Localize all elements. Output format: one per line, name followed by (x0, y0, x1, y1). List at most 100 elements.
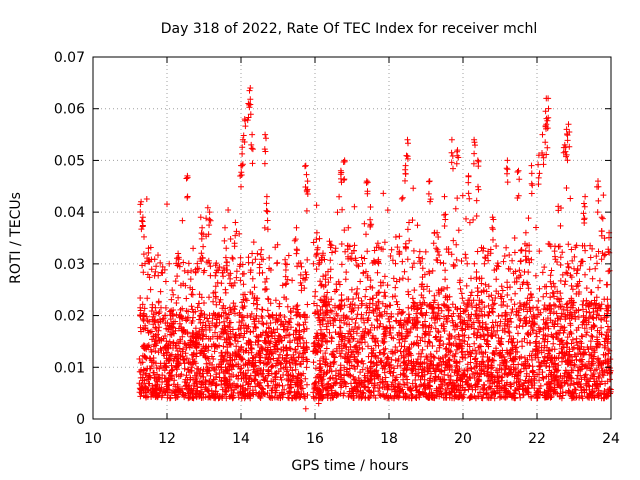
data-point (466, 219, 473, 226)
data-point-peak (175, 250, 182, 257)
data-point (168, 296, 175, 303)
data-point-peak (139, 222, 146, 229)
data-point (157, 259, 164, 266)
data-point (199, 379, 206, 386)
data-point (327, 257, 334, 264)
x-tick-label: 16 (306, 431, 324, 447)
data-point (207, 272, 214, 279)
data-point (557, 222, 564, 229)
data-point (193, 379, 200, 386)
data-point (253, 305, 260, 312)
data-point-peak (264, 217, 271, 224)
data-point (251, 377, 258, 384)
data-point (247, 269, 254, 276)
data-point (229, 357, 236, 364)
data-point (405, 276, 412, 283)
data-point (157, 363, 164, 369)
data-point (586, 266, 593, 273)
data-point (188, 333, 195, 340)
data-point-peak (304, 178, 311, 185)
data-point (471, 340, 478, 347)
data-point-peak (503, 165, 510, 172)
data-point (493, 276, 500, 283)
data-point (142, 354, 149, 361)
data-point (226, 304, 233, 311)
data-point (569, 286, 576, 293)
data-point (259, 320, 266, 327)
data-point (140, 269, 147, 276)
data-point (539, 269, 546, 276)
data-point (373, 316, 380, 323)
data-point (458, 290, 465, 297)
data-point (454, 195, 461, 202)
data-point (515, 386, 522, 393)
data-point-peak (475, 183, 481, 190)
data-point-peak (465, 190, 472, 197)
data-point (457, 285, 464, 292)
data-point (238, 322, 245, 329)
data-point-peak (403, 152, 410, 159)
data-point (583, 285, 590, 292)
data-point (361, 220, 368, 227)
data-point (511, 235, 518, 241)
data-point (591, 323, 598, 329)
data-point (259, 386, 266, 393)
data-point (166, 260, 173, 267)
data-points (136, 85, 614, 412)
data-point (192, 308, 199, 315)
data-point (165, 382, 172, 388)
data-point (381, 273, 388, 280)
data-point (173, 300, 180, 306)
data-point (296, 322, 303, 329)
data-point (278, 318, 285, 325)
data-point (284, 303, 291, 310)
data-point-peak (313, 236, 320, 243)
data-point (350, 296, 357, 302)
data-point (201, 350, 207, 357)
data-point-peak (565, 121, 572, 128)
data-point (264, 226, 271, 233)
chart-title: Day 318 of 2022, Rate Of TEC Index for r… (161, 21, 537, 37)
data-point (564, 260, 571, 267)
data-point-peak (490, 236, 496, 243)
data-point (265, 367, 272, 374)
data-point (580, 210, 587, 217)
data-point (338, 261, 345, 268)
data-point (239, 271, 246, 277)
data-point (300, 345, 307, 352)
data-point (358, 297, 365, 304)
data-point (253, 333, 260, 340)
data-point-peak (232, 219, 239, 226)
data-point (161, 266, 168, 273)
data-point-peak (448, 136, 455, 143)
data-point-peak (544, 144, 551, 151)
data-point (592, 265, 599, 272)
data-point (180, 259, 187, 266)
data-point (263, 328, 270, 335)
data-point (239, 313, 246, 320)
data-point-peak (528, 170, 535, 177)
data-point (229, 255, 236, 262)
data-point-peak (535, 161, 542, 168)
data-point (300, 350, 307, 357)
data-point (137, 368, 144, 375)
data-point (288, 354, 295, 361)
data-point (257, 251, 264, 258)
data-point (399, 275, 406, 282)
data-point (213, 371, 220, 378)
data-point (249, 275, 256, 282)
data-point (156, 384, 163, 391)
data-point (276, 303, 283, 310)
data-point (175, 373, 182, 380)
data-point (367, 359, 374, 366)
data-point (272, 297, 279, 304)
data-point (504, 292, 511, 298)
data-point (398, 195, 405, 202)
data-point (324, 289, 331, 296)
data-point (567, 195, 574, 202)
data-point (264, 307, 271, 314)
data-point (273, 360, 280, 367)
data-point (310, 359, 317, 366)
data-point (180, 346, 187, 353)
